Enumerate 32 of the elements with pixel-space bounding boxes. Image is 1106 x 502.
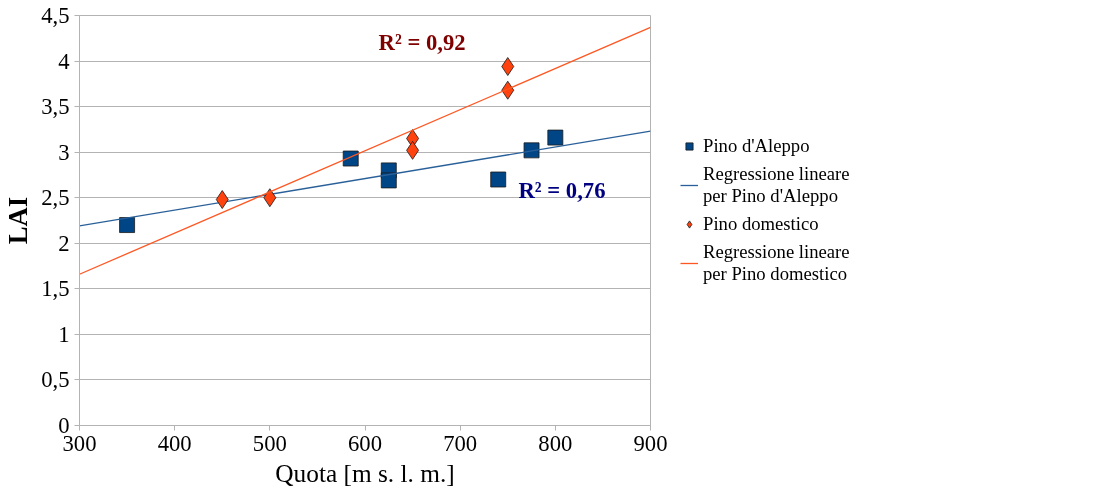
point (490, 171, 507, 188)
legend-label: Regressione lineare per Pino domestico (703, 241, 850, 285)
y-tick-label: 2,5 (41, 185, 70, 211)
y-tick-label: 2 (58, 230, 70, 256)
point (523, 142, 540, 159)
y-tick-label: 1,5 (41, 276, 70, 302)
y-axis-title: LAI (3, 196, 34, 245)
y-tick-label: 4,5 (41, 3, 70, 28)
legend-label: Pino domestico (703, 213, 819, 235)
annotation: R² = 0,76 (518, 178, 606, 204)
x-tick-label: 500 (252, 430, 287, 456)
point (263, 188, 277, 208)
point (501, 57, 515, 76)
x-tick-label: 700 (443, 430, 478, 456)
y-tick-label: 3 (58, 139, 70, 165)
annotation: R² = 0,92 (378, 30, 466, 56)
point (119, 217, 135, 233)
point (380, 172, 397, 189)
point (342, 150, 359, 167)
x-tick-label: 800 (538, 430, 573, 456)
x-axis-title: Quota [m s. l. m.] (275, 458, 455, 487)
legend-label: Regressione lineare per Pino d'Aleppo (703, 163, 850, 207)
x-tick-label: 600 (348, 430, 382, 456)
y-tick-label: 0,5 (41, 367, 70, 393)
point (215, 190, 229, 209)
y-tick-label: 3,5 (41, 94, 70, 120)
x-tick-label: 400 (157, 430, 192, 456)
point (547, 129, 564, 146)
x-tick-label: 900 (633, 430, 668, 456)
y-tick-label: 4 (58, 48, 70, 74)
y-tick-label: 1 (58, 321, 70, 347)
legend-label: Pino d'Aleppo (703, 135, 810, 157)
